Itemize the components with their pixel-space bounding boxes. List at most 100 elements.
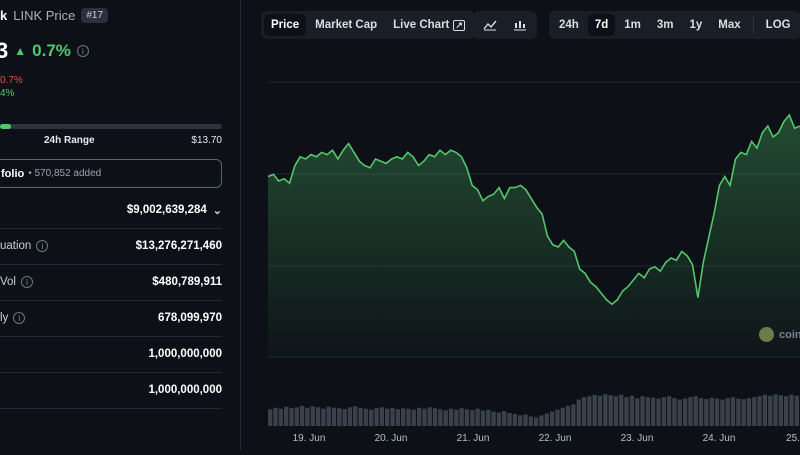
stat-value: $13,276,271,460 — [135, 240, 222, 252]
x-tick-label: 25. — [786, 433, 800, 444]
volume-bar — [693, 396, 698, 426]
volume-bar — [417, 407, 422, 426]
volume-bar — [342, 409, 347, 426]
volume-bar — [587, 396, 592, 426]
candlestick-icon[interactable] — [506, 14, 534, 36]
chevron-down-icon[interactable]: ⌄ — [212, 204, 222, 217]
volume-bar — [629, 395, 635, 426]
stat-row-max-supply: 1,000,000,000 — [0, 372, 222, 409]
stat-row-fdv: uation i $13,276,271,460 — [0, 228, 222, 265]
volume-bar — [305, 407, 310, 426]
volume-bar — [491, 411, 496, 426]
volume-bar — [470, 410, 475, 426]
volume-bar — [369, 409, 374, 426]
price-change: 0.7% — [32, 41, 71, 60]
stat-value: $480,789,911 — [152, 276, 222, 288]
volume-bar — [534, 417, 539, 426]
volume-bar — [268, 409, 273, 426]
volume-bar — [672, 398, 677, 426]
stat-label: uation — [0, 240, 32, 252]
volume-bar — [560, 407, 565, 426]
volume-bar — [523, 414, 528, 426]
volume-bar — [512, 414, 517, 426]
volume-bar — [496, 412, 502, 426]
coingecko-logo-icon — [759, 327, 774, 342]
range-3m[interactable]: 3m — [656, 19, 674, 31]
volume-bar — [571, 404, 576, 426]
stat-label: ly — [0, 312, 9, 324]
volume-bar — [422, 408, 427, 426]
watermark-text: coin — [779, 328, 800, 341]
coin-title-prefix: k — [0, 8, 8, 23]
volume-bar — [299, 405, 305, 426]
volume-bar — [432, 408, 438, 426]
volume-bar — [773, 394, 778, 426]
volume-bar — [619, 394, 624, 426]
volume-bar — [736, 398, 741, 426]
tab-live-chart[interactable]: Live Chart ↗ — [386, 14, 472, 36]
info-icon[interactable]: i — [76, 45, 89, 57]
volume-bar — [789, 394, 794, 426]
range-max[interactable]: Max — [718, 19, 741, 31]
volume-bar — [486, 409, 491, 426]
volume-bar — [401, 408, 406, 426]
stat-row-total-supply: 1,000,000,000 — [0, 336, 222, 373]
volume-bar — [624, 397, 629, 426]
chart-type-toggle — [473, 11, 537, 39]
rank-badge: #17 — [81, 8, 109, 23]
volume-bar — [374, 408, 379, 426]
volume-bar — [464, 409, 470, 426]
volume-bar — [592, 394, 597, 426]
range-label: 24h Range — [44, 135, 95, 146]
volume-bar — [720, 399, 725, 426]
add-to-portfolio-button[interactable]: folio • 570,852 added — [0, 159, 222, 188]
volume-bar — [502, 411, 507, 426]
line-chart-icon[interactable] — [476, 14, 504, 36]
stat-value: 678,099,970 — [158, 312, 222, 324]
volume-bar — [385, 408, 390, 426]
range-7d[interactable]: 7d — [587, 14, 616, 36]
volume-bar — [603, 394, 608, 426]
volume-bar — [565, 405, 571, 426]
price-value: 3 — [0, 38, 9, 63]
price-chart[interactable]: 19. Jun 20. Jun 21. Jun 22. Jun 23. Jun 24. J… — [241, 50, 800, 450]
volume-bar — [741, 399, 746, 426]
stat-label: Vol — [0, 276, 16, 288]
volume-bar — [757, 396, 762, 426]
volume-bar — [677, 399, 682, 426]
volume-bar — [358, 407, 363, 426]
coin-info-panel: k LINK Price #17 3 ▲ 0.7% i 0.7% 4% 24h … — [0, 0, 240, 450]
x-tick-label: 21. Jun — [457, 433, 490, 444]
volume-bar — [645, 397, 650, 426]
volume-bar — [454, 409, 459, 426]
range-24h[interactable]: 24h — [559, 19, 579, 31]
tab-market-cap[interactable]: Market Cap — [315, 19, 378, 31]
volume-bar — [337, 408, 342, 426]
sub-change-1: 0.7% — [0, 75, 23, 86]
price-chart-svg[interactable]: 19. Jun 20. Jun 21. Jun 22. Jun 23. Jun 24. J… — [241, 50, 800, 450]
info-icon[interactable]: i — [13, 312, 26, 324]
volume-bar — [448, 408, 454, 426]
stat-row-volume: Vol i $480,789,911 — [0, 264, 222, 301]
sub-change-2: 4% — [0, 88, 15, 99]
time-range-selector: 24h 7d 1m 3m 1y Max LOG — [549, 11, 800, 39]
stat-row-supply: ly i 678,099,970 — [0, 300, 222, 337]
volume-bar — [768, 395, 773, 426]
volume-bar — [576, 399, 581, 426]
volume-bar — [555, 409, 560, 426]
range-1y[interactable]: 1y — [689, 19, 703, 31]
volume-bar — [550, 411, 555, 426]
price-area — [268, 115, 800, 357]
range-1m[interactable]: 1m — [624, 19, 641, 31]
volume-bar — [784, 396, 789, 426]
x-tick-label: 23. Jun — [621, 433, 654, 444]
volume-bar — [443, 410, 448, 426]
volume-bar — [752, 397, 757, 426]
info-icon[interactable]: i — [36, 240, 49, 252]
portfolio-label: folio — [1, 167, 25, 180]
info-icon[interactable]: i — [21, 276, 33, 288]
log-scale-toggle[interactable]: LOG — [765, 19, 791, 31]
tab-price[interactable]: Price — [264, 14, 307, 36]
volume-bar — [294, 407, 299, 426]
volume-bar — [459, 408, 464, 426]
